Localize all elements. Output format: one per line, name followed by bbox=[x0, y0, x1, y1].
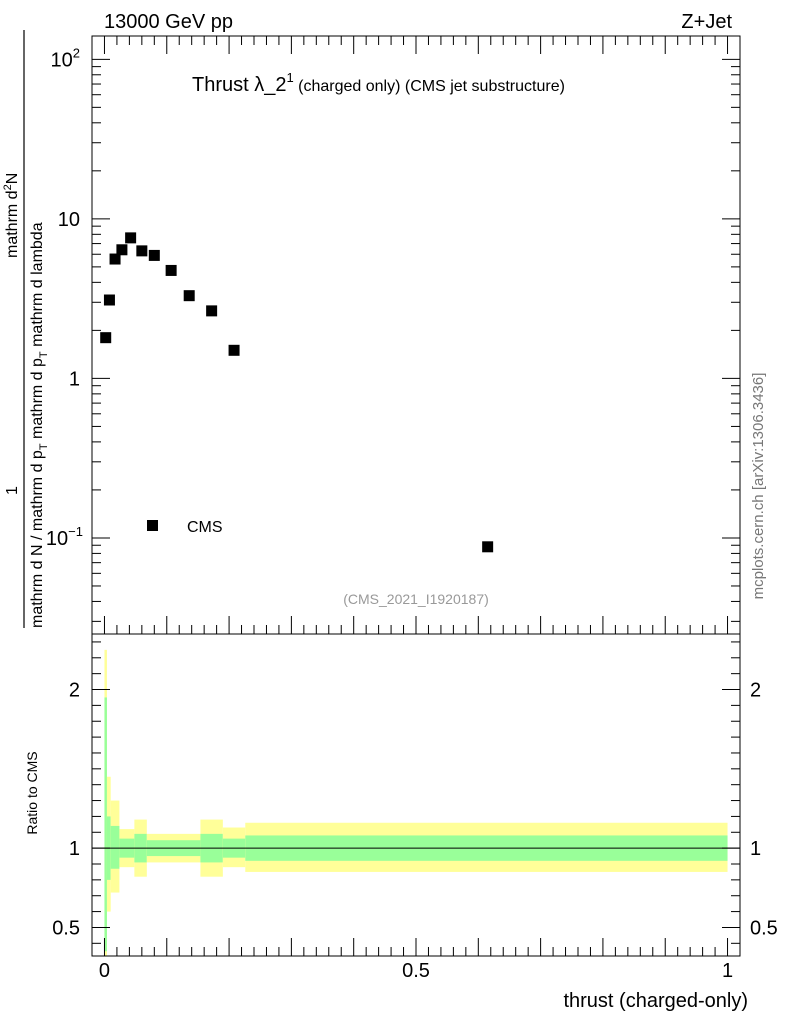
y-tick-label: 10 bbox=[58, 209, 80, 231]
watermark: mcplots.cern.ch [arXiv:1306.3436] bbox=[750, 373, 767, 600]
ratio-y-tick-label-right: 2 bbox=[750, 680, 761, 702]
tick-labels: 10−1 1 10 102 0.5 0.5 1 1 2 2 0 0.5 1 bbox=[46, 45, 778, 982]
data-point bbox=[206, 305, 218, 317]
plot-title-main: Thrust λ_2 bbox=[192, 74, 286, 96]
data-point bbox=[228, 344, 240, 356]
data-point bbox=[125, 232, 137, 244]
x-tick-label: 1 bbox=[722, 960, 733, 982]
y-axis-label: mathrm d N / mathrm d pT mathrm d pT mat… bbox=[2, 30, 50, 628]
header-process: Z+Jet bbox=[681, 11, 732, 33]
x-tick-label: 0 bbox=[99, 960, 110, 982]
y-label-one: 1 bbox=[4, 486, 21, 495]
ratio-bands bbox=[104, 649, 728, 956]
data-point bbox=[482, 541, 494, 553]
data-point bbox=[183, 290, 195, 302]
x-axis-title: thrust (charged-only) bbox=[563, 990, 748, 1012]
ratio-y-tick-label: 2 bbox=[69, 680, 80, 702]
plot-title: Thrust λ_21 (charged only) (CMS jet subs… bbox=[192, 70, 565, 96]
plot-title-tail: (charged only) (CMS jet substructure) bbox=[294, 78, 565, 95]
y-tick-label: 10−1 bbox=[46, 524, 83, 550]
analysis-id: (CMS_2021_I1920187) bbox=[343, 591, 489, 607]
data-point bbox=[148, 249, 160, 261]
data-point bbox=[103, 294, 115, 306]
ratio-y-tick-label: 1 bbox=[69, 838, 80, 860]
ratio-plot-frame bbox=[91, 633, 741, 957]
header-energy: 13000 GeV pp bbox=[104, 11, 233, 33]
axis-ticks bbox=[92, 36, 740, 956]
legend-label: CMS bbox=[187, 519, 223, 536]
data-point bbox=[136, 245, 148, 257]
y-tick-label: 102 bbox=[51, 45, 80, 71]
legend-marker bbox=[147, 520, 158, 531]
x-tick-label: 0.5 bbox=[402, 960, 430, 982]
ratio-y-tick-label: 0.5 bbox=[52, 917, 80, 939]
plot-title-sup: 1 bbox=[286, 70, 293, 85]
main-plot-frame bbox=[91, 35, 741, 635]
data-point bbox=[116, 244, 128, 256]
ratio-y-tick-label-right: 0.5 bbox=[750, 917, 778, 939]
data-point bbox=[165, 264, 177, 276]
y-label-numerator: mathrm d2N bbox=[2, 173, 21, 258]
ratio-y-label: Ratio to CMS bbox=[24, 751, 40, 834]
ratio-band-inner bbox=[104, 697, 107, 952]
y-label-denominator: mathrm d N / mathrm d pT mathrm d pT mat… bbox=[29, 222, 50, 628]
ratio-band-inner bbox=[110, 825, 120, 869]
y-tick-label: 1 bbox=[69, 368, 80, 390]
data-point bbox=[100, 332, 112, 344]
cms-data-points bbox=[100, 232, 494, 553]
data-point bbox=[109, 253, 121, 265]
ratio-y-tick-label-right: 1 bbox=[750, 838, 761, 860]
